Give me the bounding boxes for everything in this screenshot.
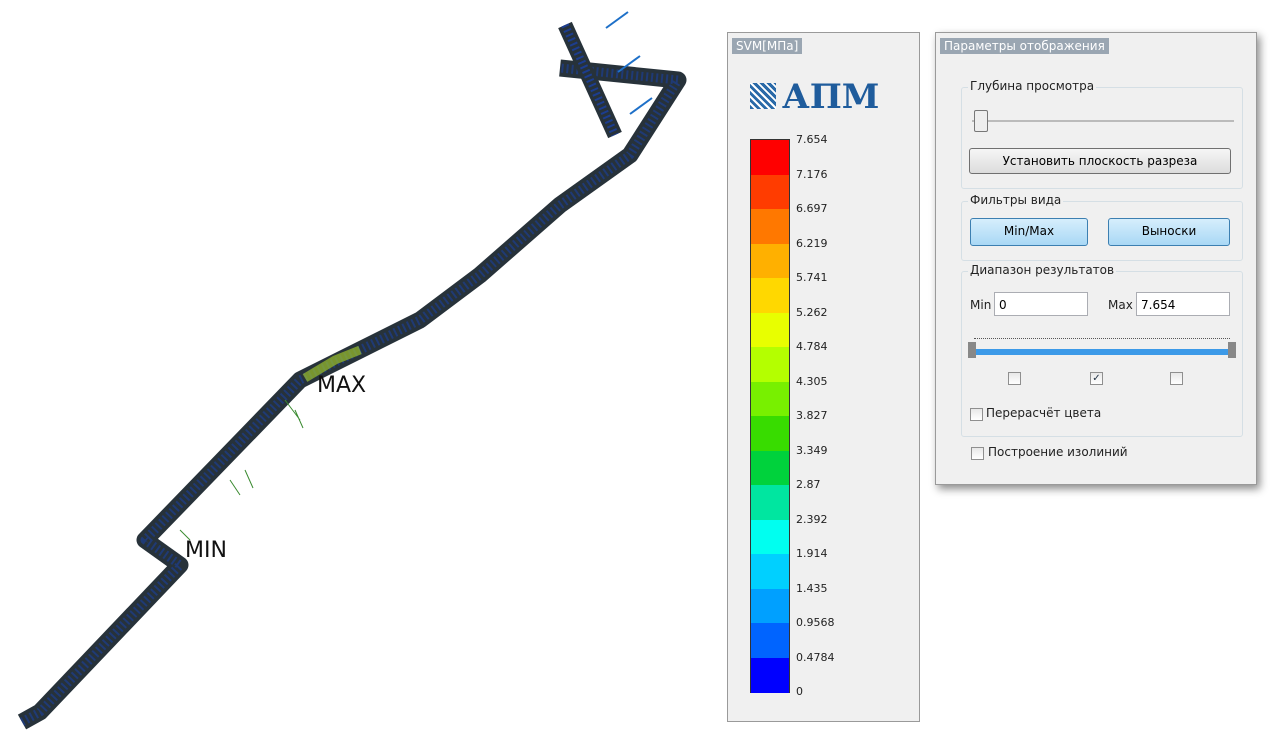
logo-text: АПМ (782, 77, 879, 117)
max-label: Max (1108, 298, 1133, 312)
scale-label: 7.654 (796, 133, 828, 146)
color-band (751, 589, 789, 624)
callouts-button[interactable]: Выноски (1108, 218, 1230, 246)
min-label: MIN (185, 538, 227, 563)
isolines-label: Построение изолиний (988, 445, 1128, 459)
range-title: Диапазон результатов (968, 263, 1116, 277)
scale-label: 2.87 (796, 478, 821, 491)
depth-track (972, 120, 1234, 122)
checkbox[interactable] (1170, 372, 1183, 385)
recalc-checkbox[interactable] (970, 408, 983, 421)
load-arrows (606, 12, 652, 114)
checkbox-checked[interactable]: ✓ (1090, 372, 1103, 385)
page: APM {"viewport": {"max_label": "MAX", "m… (0, 0, 1283, 733)
scale-label: 2.392 (796, 513, 828, 526)
params-title: Параметры отображения (940, 38, 1109, 54)
color-band (751, 244, 789, 279)
color-band (751, 451, 789, 486)
scale-label: 0.9568 (796, 616, 835, 629)
scale-label: 5.262 (796, 306, 828, 319)
scale-label: 4.784 (796, 340, 828, 353)
max-label: MAX (317, 373, 366, 398)
color-band (751, 416, 789, 451)
scale-label: 6.219 (796, 237, 828, 250)
color-band (751, 554, 789, 589)
checkbox[interactable] (1008, 372, 1021, 385)
app: MAX MIN SVM[МПа] АПМ 7.654 7.176 6.697 6.21… (0, 0, 1283, 733)
range-min-handle[interactable] (968, 342, 976, 358)
legend-title: SVM[МПа] (732, 38, 802, 54)
legend-panel: SVM[МПа] АПМ 7.654 7.176 6.697 6.219 5.741 5.… (727, 32, 920, 722)
color-band (751, 278, 789, 313)
scale-label: 3.349 (796, 444, 828, 457)
scale-label: 7.176 (796, 168, 828, 181)
color-band (751, 209, 789, 244)
scale-label: 1.914 (796, 547, 828, 560)
recalc-label: Перерасчёт цвета (986, 406, 1101, 420)
range-track (974, 349, 1230, 355)
color-band (751, 382, 789, 417)
minmax-button[interactable]: Min/Max (970, 218, 1088, 246)
max-input[interactable]: 7.654 (1136, 292, 1230, 316)
params-panel: Параметры отображения Глубина просмотра … (935, 32, 1257, 485)
min-input[interactable]: 0 (994, 292, 1088, 316)
logo-icon (750, 83, 776, 109)
range-max-handle[interactable] (1228, 342, 1236, 358)
color-bar (750, 139, 790, 693)
isolines-checkbox[interactable] (971, 447, 984, 460)
color-band (751, 520, 789, 555)
set-plane-button[interactable]: Установить плоскость разреза (969, 148, 1231, 174)
scale-label: 1.435 (796, 582, 828, 595)
min-label: Min (970, 298, 991, 312)
scale-label: 3.827 (796, 409, 828, 422)
scale-label: 4.305 (796, 375, 828, 388)
color-band (751, 658, 789, 693)
color-band (751, 347, 789, 382)
color-band (751, 623, 789, 658)
color-band (751, 175, 789, 210)
scale-label: 5.741 (796, 271, 828, 284)
color-band (751, 313, 789, 348)
model-viewport[interactable]: MAX MIN (0, 0, 720, 733)
filters-title: Фильтры вида (968, 193, 1063, 207)
depth-group: Глубина просмотра Установить плоскость р… (961, 87, 1243, 189)
scale-label: 0 (796, 685, 803, 698)
supports (180, 400, 303, 540)
range-ticks (974, 332, 1230, 339)
color-band (751, 485, 789, 520)
scale-label: 0.4784 (796, 651, 835, 664)
range-group: Диапазон результатов Min 0 Max 7.654 ✓ П… (961, 271, 1243, 437)
color-band (751, 140, 789, 175)
scale-label: 6.697 (796, 202, 828, 215)
depth-title: Глубина просмотра (968, 79, 1096, 93)
depth-slider[interactable] (974, 110, 988, 132)
filters-group: Фильтры вида Min/Max Выноски (961, 201, 1243, 261)
